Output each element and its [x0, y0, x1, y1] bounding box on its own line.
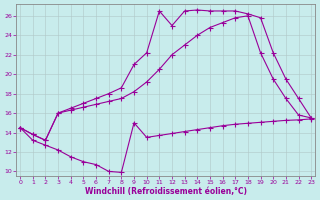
- X-axis label: Windchill (Refroidissement éolien,°C): Windchill (Refroidissement éolien,°C): [85, 187, 247, 196]
